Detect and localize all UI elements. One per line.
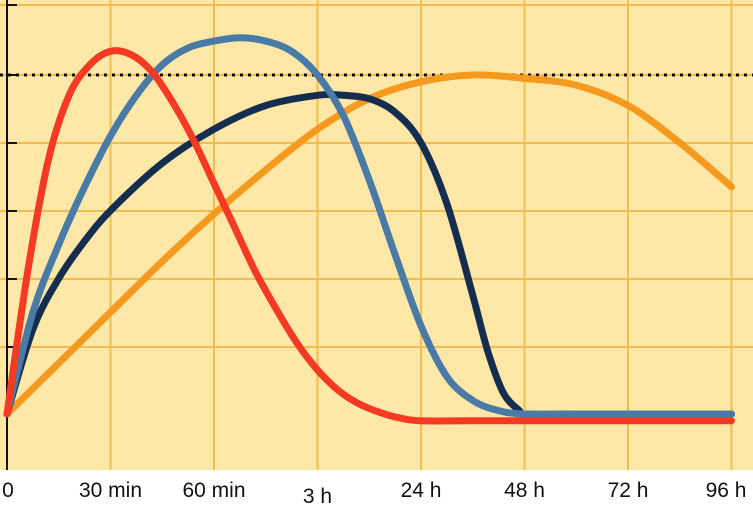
x-tick-label: 0 — [2, 479, 14, 502]
x-tick-label: 3 h — [303, 485, 332, 508]
series-line-red — [3, 47, 735, 425]
series-line-orange — [3, 71, 735, 418]
x-tick-label: 60 min — [182, 479, 245, 502]
series-line-steel-blue — [3, 34, 735, 418]
series-group — [3, 34, 735, 425]
x-tick-label: 72 h — [608, 479, 649, 502]
x-tick-label: 48 h — [504, 479, 545, 502]
plot-background — [0, 0, 753, 470]
x-tick-label: 24 h — [401, 479, 442, 502]
x-tick-label: 30 min — [79, 479, 142, 502]
x-tick-labels: 0 30 min 60 min 3 h 24 h 48 h 72 h 96 h — [2, 479, 746, 508]
x-tick-label: 96 h — [706, 479, 747, 502]
